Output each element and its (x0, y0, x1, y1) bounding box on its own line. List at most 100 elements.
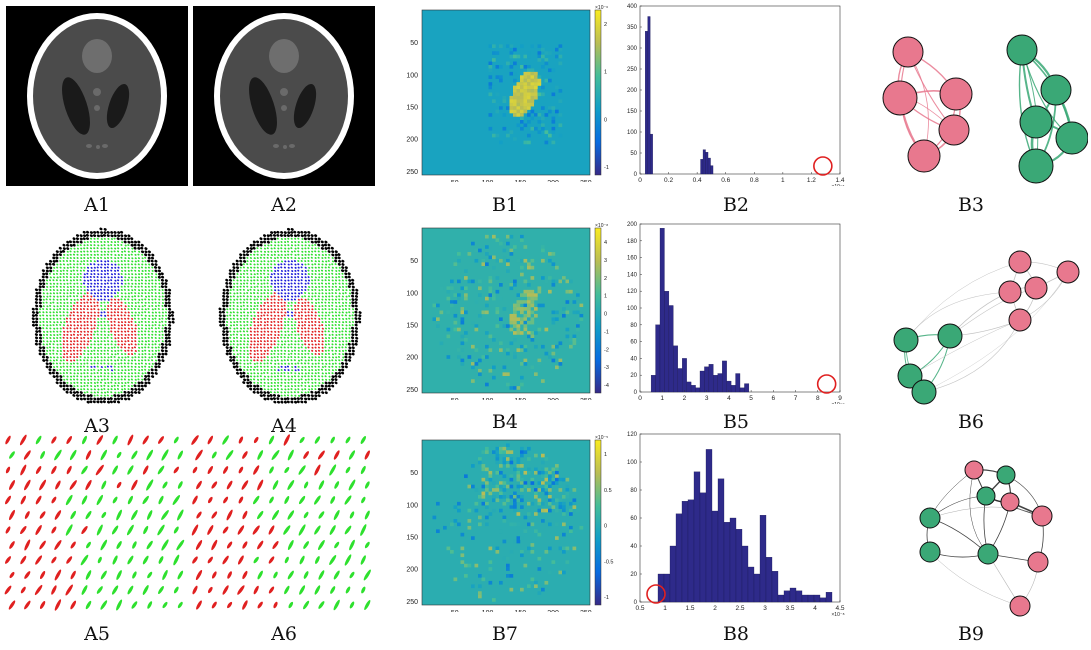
colorbar-tick-label: 0 (604, 312, 607, 318)
histogram-bar (675, 513, 683, 603)
y-tick-label: 100 (406, 290, 418, 297)
graph-node (1006, 34, 1038, 66)
y-tick-label: 150 (406, 535, 418, 542)
histogram-bar (819, 597, 827, 603)
colorbar-tick-label: -2 (604, 347, 609, 353)
histogram-b5: 0 1 2 3 4 5 6 7 8 9 0 20 40 60 80 100 120 140 160 180 200 ×10… (627, 222, 845, 404)
x-tick-label: 0.8 (750, 177, 759, 184)
y-tick-label: 100 (406, 72, 418, 79)
y-tick-label: 60 (630, 340, 637, 346)
graph-edge (905, 261, 1021, 341)
colorbar-exponent: ×10⁻⁵ (595, 435, 608, 441)
caption-a1: A1 (84, 194, 110, 216)
plot-frame (639, 5, 841, 175)
histogram-bar (729, 517, 737, 603)
graph-node (1056, 260, 1080, 284)
colorbar-tick-label: -4 (604, 383, 609, 389)
histogram-bar (681, 501, 689, 603)
caption-b4: B4 (491, 411, 519, 433)
y-tick-label: 0 (634, 600, 638, 606)
histogram-bar (669, 545, 677, 603)
x-tick-label: 1 (663, 605, 667, 612)
histogram-bar (647, 16, 651, 175)
y-tick-label: 250 (406, 169, 418, 176)
histogram-bar (700, 159, 704, 175)
graph-edge (909, 319, 1021, 377)
y-tick-label: 100 (627, 130, 638, 136)
x-tick-label: 1 (660, 395, 664, 402)
caption-b6: B6 (957, 411, 985, 433)
x-tick-label: 150 (514, 610, 526, 612)
x-tick-label: 2 (683, 395, 687, 402)
x-tick-label: 0.4 (693, 177, 702, 184)
histogram-bar (735, 373, 741, 393)
x-tick-label: 0.2 (664, 177, 673, 184)
histogram-b2: 0 0.2 0.4 0.6 0.8 1 1.2 1.4 0 50 100 150 200 250 300 35… (627, 4, 845, 186)
y-tick-label: 120 (627, 432, 638, 438)
x-tick-label: 50 (451, 180, 459, 182)
y-tick-label: 40 (630, 544, 637, 550)
colorbar-tick-label: -3 (604, 365, 609, 371)
y-tick-label: 120 (627, 289, 638, 295)
caption-b8: B8 (722, 623, 750, 645)
graph-edge (929, 551, 1021, 607)
y-tick-label: 150 (627, 109, 638, 115)
x-tick-label: 1.2 (807, 177, 816, 184)
graph-node (897, 363, 923, 389)
tensor-field-a5 (4, 434, 185, 611)
highlight-circle (646, 584, 666, 604)
histogram-bar (704, 366, 710, 393)
histogram-bar (777, 594, 785, 603)
x-tick-label: 0 (638, 177, 642, 184)
x-tick-label: 150 (514, 180, 526, 182)
graph-node (1040, 74, 1072, 106)
colorbar-exponent: ×10⁻⁶ (595, 5, 608, 11)
histogram-bar (699, 370, 705, 393)
histogram-bar (659, 228, 665, 393)
colorbar-exponent: ×10⁻⁸ (595, 223, 608, 229)
x-tick-label: 5 (749, 395, 753, 402)
x-tick-label: 1.4 (835, 177, 844, 184)
histogram-bar (753, 573, 761, 603)
histogram-bar (795, 590, 803, 603)
x-tick-label: 0.5 (635, 605, 644, 612)
caption-a3: A3 (84, 415, 110, 437)
graph-node (892, 36, 924, 68)
graph-b3 (882, 34, 1088, 184)
colorbar-tick-label: -1 (604, 165, 609, 171)
x-tick-label: 9 (838, 395, 842, 402)
colorbar-tick-label: 1 (604, 294, 607, 300)
histogram-bar (705, 449, 713, 603)
histogram-bar (741, 545, 749, 603)
graph-edge (923, 319, 1021, 393)
histogram-bar (801, 594, 809, 603)
y-tick-label: 300 (627, 46, 638, 52)
histogram-bar (747, 566, 755, 603)
histogram-bar (744, 383, 750, 393)
histogram-bar (645, 31, 648, 175)
histogram-bar (717, 478, 725, 603)
x-tick-label: 2 (713, 605, 717, 612)
y-tick-label: 400 (627, 4, 638, 10)
caption-a6: A6 (271, 623, 297, 645)
histogram-bar (825, 592, 833, 603)
x-tick-label: 250 (580, 610, 592, 612)
graph-node (1019, 105, 1053, 139)
histogram-bar (702, 149, 706, 175)
x-tick-label: 50 (451, 610, 459, 612)
caption-a2: A2 (271, 194, 297, 216)
caption-b5: B5 (722, 411, 750, 433)
colorbar-tick-label: 1 (604, 452, 607, 458)
histogram-bar (699, 492, 707, 603)
colorbar-tick-label: 0 (604, 117, 607, 123)
x-tick-label: 2.5 (735, 605, 744, 612)
graph-node (1055, 121, 1088, 155)
segmentation-a4 (218, 227, 362, 404)
y-tick-label: 250 (627, 67, 638, 73)
histogram-bar (686, 381, 692, 393)
y-tick-label: 200 (406, 355, 418, 362)
histogram-bar (711, 510, 719, 603)
histogram-bar (730, 385, 736, 393)
x-tick-label: 1 (781, 177, 785, 184)
segmentation-a3 (31, 227, 175, 404)
